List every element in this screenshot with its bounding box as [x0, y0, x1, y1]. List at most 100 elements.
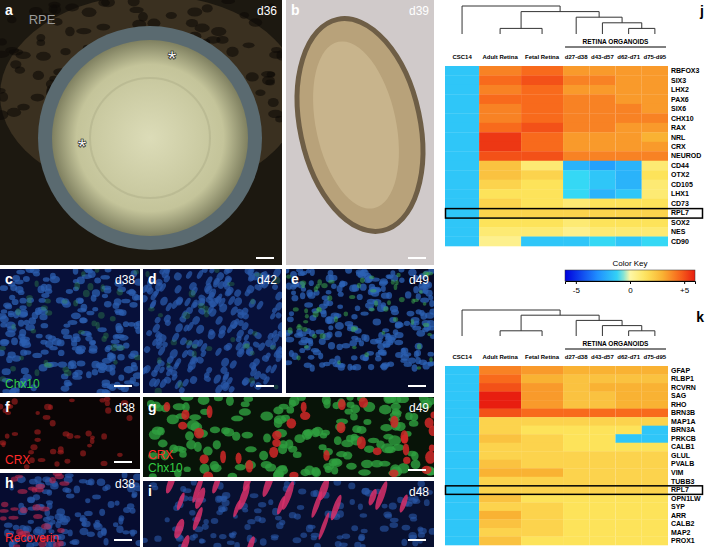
texture	[314, 543, 321, 547]
heatmap-cell	[521, 409, 563, 418]
texture	[252, 331, 257, 336]
row-label: RAX	[671, 124, 686, 131]
image-background	[143, 269, 282, 393]
texture	[115, 501, 120, 506]
texture	[102, 294, 108, 298]
tick: -5	[573, 281, 581, 295]
heatmap-cell	[445, 417, 479, 426]
heatmap-cell	[563, 142, 589, 152]
heatmap-cell	[642, 75, 668, 85]
texture	[260, 411, 273, 420]
texture	[55, 521, 61, 528]
texture	[193, 486, 207, 510]
texture	[250, 299, 255, 305]
heatmap-cell	[563, 237, 589, 247]
heatmap-cell	[589, 477, 615, 486]
region-label: RPE	[29, 12, 56, 27]
texture	[391, 280, 395, 285]
heatmap-cell	[616, 434, 642, 443]
micrograph	[0, 397, 140, 469]
image-background	[0, 397, 140, 469]
heatmap-cell	[521, 161, 563, 171]
texture	[134, 355, 140, 361]
row-label: NEUROD	[671, 152, 701, 159]
texture	[255, 90, 265, 97]
texture	[33, 514, 42, 519]
texture	[309, 280, 314, 286]
texture	[32, 312, 39, 319]
texture	[219, 356, 230, 368]
texture	[269, 312, 277, 321]
texture	[64, 459, 70, 464]
texture	[286, 360, 292, 365]
texture	[158, 313, 163, 318]
texture	[194, 428, 204, 439]
texture	[69, 398, 75, 402]
texture	[45, 310, 52, 315]
heatmap-cell	[616, 208, 642, 218]
texture	[368, 438, 379, 444]
heatmap-cell	[589, 460, 615, 469]
texture	[36, 34, 45, 42]
texture	[149, 290, 159, 301]
row-label: LHX1	[671, 190, 689, 197]
texture	[395, 321, 403, 328]
texture	[220, 450, 226, 463]
texture	[337, 360, 341, 365]
texture	[55, 514, 64, 520]
heatmap-cell	[642, 511, 668, 520]
texture	[11, 398, 17, 404]
texture	[102, 383, 112, 388]
stain-label: Chx10	[148, 461, 183, 475]
scale-bar	[256, 257, 274, 259]
texture	[249, 18, 262, 27]
texture	[242, 508, 248, 512]
heatmap-cell	[445, 180, 479, 190]
heatmap-cell	[589, 536, 615, 545]
texture	[123, 321, 129, 327]
texture	[286, 406, 294, 413]
texture	[100, 398, 106, 403]
image-panel: ad36RPE**	[0, 0, 300, 265]
texture	[66, 289, 73, 294]
texture	[389, 469, 398, 477]
texture	[300, 532, 307, 538]
texture	[65, 382, 72, 386]
heatmap-cell	[445, 494, 479, 503]
texture	[408, 357, 416, 363]
column-group-line	[565, 349, 666, 350]
texture	[390, 416, 398, 428]
texture	[244, 524, 250, 530]
heatmap-cell	[479, 151, 521, 161]
texture	[317, 307, 322, 312]
texture	[387, 275, 392, 279]
texture	[359, 397, 368, 407]
texture	[311, 533, 320, 538]
texture	[253, 331, 263, 340]
texture	[351, 525, 358, 531]
heatmap-cell	[642, 85, 668, 95]
texture	[15, 309, 21, 314]
heatmap-cell	[642, 94, 668, 104]
micrograph	[143, 397, 434, 477]
row-label: PRKCB	[671, 435, 696, 442]
row-label: SOX2	[671, 219, 690, 226]
texture	[300, 271, 307, 276]
day-label: d42	[257, 273, 277, 287]
day-label: d49	[409, 401, 429, 415]
texture	[126, 415, 132, 421]
texture	[235, 347, 245, 358]
texture	[327, 295, 332, 301]
texture	[72, 346, 82, 350]
micrograph	[143, 269, 282, 393]
heatmap-cell	[642, 132, 668, 142]
heatmap-cell	[479, 519, 521, 528]
image-region	[299, 34, 413, 217]
heatmap-cell	[521, 94, 563, 104]
heatmap-cell	[479, 383, 521, 392]
image-background	[143, 397, 434, 477]
texture	[243, 288, 251, 297]
texture	[381, 293, 390, 299]
texture	[400, 430, 408, 443]
heatmap-cell	[521, 189, 563, 199]
